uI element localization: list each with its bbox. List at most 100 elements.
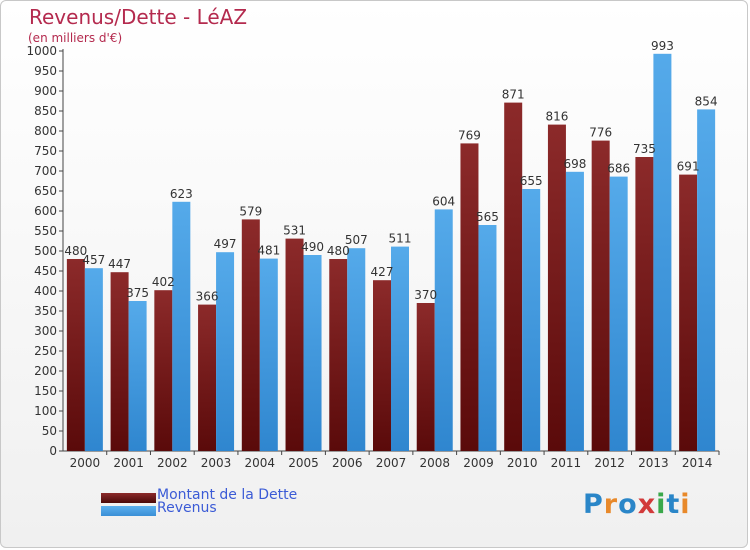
data-label-revenus: 481 bbox=[257, 244, 280, 258]
logo-letter: t bbox=[666, 489, 681, 520]
data-label-revenus: 686 bbox=[607, 162, 630, 176]
bar-revenus bbox=[697, 109, 716, 452]
y-tick-label: 300 bbox=[34, 324, 57, 338]
data-label-dette: 776 bbox=[589, 126, 612, 140]
x-tick-label: 2013 bbox=[638, 456, 669, 470]
y-tick-label: 700 bbox=[34, 164, 57, 178]
data-label-revenus: 507 bbox=[345, 233, 368, 247]
data-label-dette: 531 bbox=[283, 224, 306, 238]
x-tick-label: 2004 bbox=[245, 456, 276, 470]
bar-dette bbox=[635, 157, 654, 451]
data-label-dette: 427 bbox=[371, 265, 394, 279]
data-label-dette: 447 bbox=[108, 257, 131, 271]
y-tick-label: 150 bbox=[34, 384, 57, 398]
y-tick-label: 500 bbox=[34, 244, 57, 258]
bar-dette bbox=[591, 140, 610, 451]
data-label-revenus: 511 bbox=[389, 232, 412, 246]
y-tick-label: 1000 bbox=[26, 44, 57, 58]
x-tick-label: 2001 bbox=[113, 456, 144, 470]
y-tick-label: 100 bbox=[34, 404, 57, 418]
bar-dette bbox=[679, 174, 698, 451]
y-tick-label: 350 bbox=[34, 304, 57, 318]
data-label-revenus: 698 bbox=[563, 157, 586, 171]
x-tick-label: 2014 bbox=[682, 456, 713, 470]
y-tick-label: 800 bbox=[34, 124, 57, 138]
data-label-revenus: 854 bbox=[695, 94, 718, 108]
data-label-dette: 480 bbox=[64, 244, 87, 258]
data-label-dette: 769 bbox=[458, 128, 481, 142]
bar-revenus bbox=[347, 248, 366, 451]
bar-dette bbox=[373, 280, 391, 451]
bar-revenus bbox=[391, 246, 409, 451]
bar-dette bbox=[110, 272, 129, 451]
x-tick-label: 2002 bbox=[157, 456, 188, 470]
logo-letter: x bbox=[637, 489, 657, 520]
proxiti-logo: Proxiti bbox=[583, 489, 691, 520]
x-tick-label: 2009 bbox=[463, 456, 494, 470]
data-label-revenus: 655 bbox=[520, 174, 543, 188]
y-tick-label: 250 bbox=[34, 344, 57, 358]
data-label-revenus: 490 bbox=[301, 240, 324, 254]
data-label-dette: 366 bbox=[196, 290, 219, 304]
bar-dette bbox=[460, 143, 479, 451]
data-label-dette: 871 bbox=[502, 88, 525, 102]
legend-label-dette: Montant de la Dette bbox=[157, 487, 298, 503]
data-label-dette: 370 bbox=[414, 288, 437, 302]
y-tick-label: 200 bbox=[34, 364, 57, 378]
bar-revenus bbox=[565, 171, 584, 452]
bar-revenus bbox=[128, 301, 147, 451]
y-tick-label: 550 bbox=[34, 224, 57, 238]
bar-revenus bbox=[478, 225, 497, 451]
data-label-revenus: 623 bbox=[170, 187, 193, 201]
bar-dette bbox=[329, 259, 348, 451]
y-tick-label: 50 bbox=[42, 424, 57, 438]
y-tick-label: 450 bbox=[34, 264, 57, 278]
data-label-dette: 735 bbox=[633, 142, 656, 156]
data-label-dette: 816 bbox=[545, 110, 568, 124]
data-label-dette: 402 bbox=[152, 275, 175, 289]
x-tick-label: 2007 bbox=[376, 456, 407, 470]
data-label-dette: 480 bbox=[327, 244, 350, 258]
x-tick-label: 2011 bbox=[551, 456, 582, 470]
data-label-revenus: 497 bbox=[214, 237, 237, 251]
legend-swatch-dette bbox=[101, 493, 156, 503]
logo-letter: i bbox=[680, 489, 691, 520]
y-tick-label: 600 bbox=[34, 204, 57, 218]
data-label-revenus: 457 bbox=[82, 253, 105, 267]
data-label-revenus: 565 bbox=[476, 210, 499, 224]
x-tick-label: 2006 bbox=[332, 456, 363, 470]
bar-dette bbox=[547, 124, 566, 451]
y-tick-label: 400 bbox=[34, 284, 57, 298]
bar-revenus bbox=[522, 189, 541, 451]
bar-dette bbox=[66, 259, 85, 451]
data-label-dette: 579 bbox=[239, 204, 262, 218]
bar-dette bbox=[285, 238, 304, 451]
y-tick-label: 850 bbox=[34, 104, 57, 118]
y-tick-label: 0 bbox=[49, 444, 57, 458]
y-tick-label: 950 bbox=[34, 64, 57, 78]
bar-revenus bbox=[172, 201, 191, 451]
x-tick-label: 2003 bbox=[201, 456, 232, 470]
chart-title: Revenus/Dette - LéAZ bbox=[29, 5, 248, 29]
x-tick-label: 2000 bbox=[70, 456, 101, 470]
chart-subtitle: (en milliers d'€) bbox=[28, 31, 123, 45]
logo-letter: r bbox=[603, 489, 619, 520]
bar-revenus bbox=[259, 258, 278, 451]
bar-revenus bbox=[609, 176, 628, 451]
x-tick-label: 2012 bbox=[594, 456, 625, 470]
logo-letter: i bbox=[656, 489, 667, 520]
x-tick-label: 2008 bbox=[419, 456, 450, 470]
legend-label-revenus: Revenus bbox=[157, 500, 217, 516]
y-tick-label: 900 bbox=[34, 84, 57, 98]
x-tick-label: 2005 bbox=[288, 456, 319, 470]
data-label-dette: 691 bbox=[677, 160, 700, 174]
bar-revenus bbox=[303, 255, 322, 451]
y-tick-label: 650 bbox=[34, 184, 57, 198]
logo-letter: P bbox=[583, 489, 604, 520]
data-label-revenus: 604 bbox=[432, 194, 455, 208]
data-label-revenus: 375 bbox=[126, 286, 149, 300]
bar-revenus bbox=[434, 209, 453, 451]
bar-dette bbox=[416, 303, 435, 451]
